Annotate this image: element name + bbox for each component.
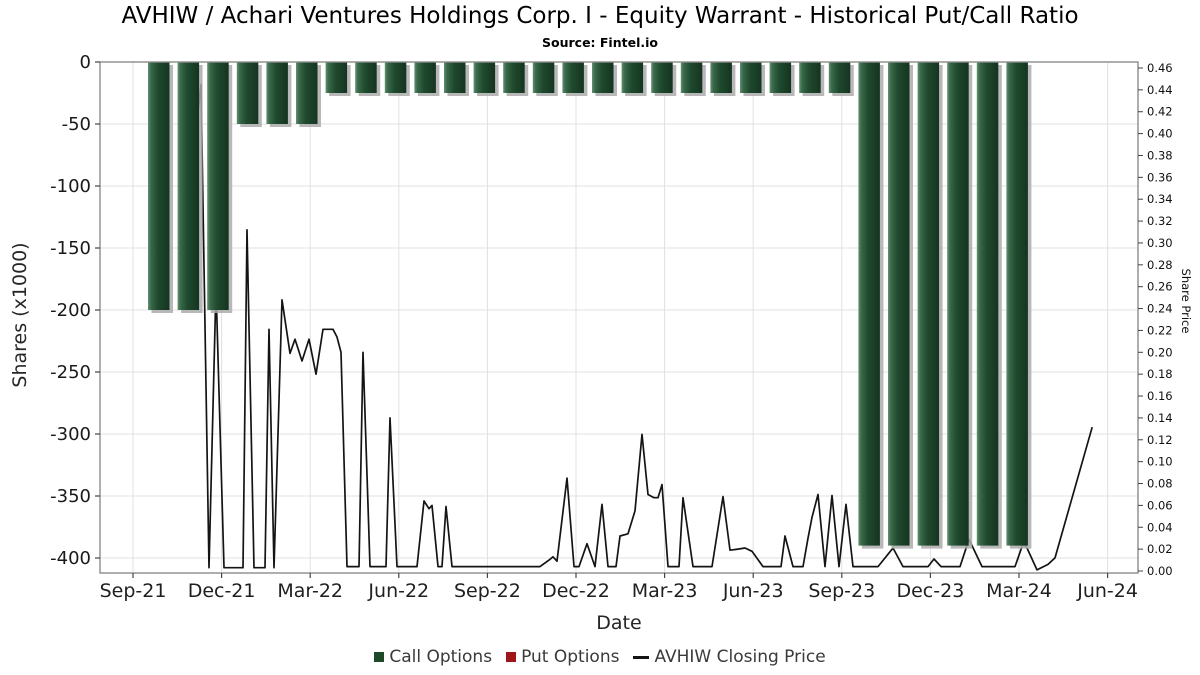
call-options-bar — [917, 62, 940, 546]
left-axis-tick-label: -50 — [62, 114, 91, 135]
right-axis-tick-label: 0.42 — [1147, 105, 1173, 119]
call-options-bar — [177, 62, 200, 310]
call-options-bar — [1006, 62, 1028, 546]
closing-price-line — [191, 83, 1093, 571]
right-axis-tick-label: 0.04 — [1147, 520, 1173, 534]
right-axis-tick-label: 0.26 — [1147, 280, 1173, 294]
left-axis-tick-label: -350 — [50, 486, 91, 507]
right-axis-tick-label: 0.12 — [1147, 433, 1173, 447]
call-options-bar — [651, 62, 673, 93]
right-axis-tick-label: 0.20 — [1147, 345, 1173, 359]
legend-square-swatch-icon — [506, 652, 517, 662]
left-axis-tick-label: -300 — [50, 424, 91, 445]
call-options-bar — [296, 62, 318, 124]
page-title: AVHIW / Achari Ventures Holdings Corp. I… — [121, 3, 1079, 29]
right-axis-tick-label: 0.40 — [1147, 127, 1173, 141]
call-options-bar — [769, 62, 792, 93]
call-options-bar — [592, 62, 614, 93]
call-options-bar — [532, 62, 555, 93]
left-axis-tick-label: -200 — [50, 300, 91, 321]
call-options-bar — [384, 62, 407, 93]
call-options-bar — [266, 62, 288, 124]
chart-source-subtitle: Source: Fintel.io — [542, 35, 658, 50]
right-axis-tick-label: 0.30 — [1147, 236, 1173, 250]
x-axis-tick-label: Jun-23 — [722, 580, 784, 602]
legend-item-put-options: Put Options — [506, 647, 619, 667]
left-axis-tick-label: -400 — [50, 548, 91, 569]
legend-label: Put Options — [521, 647, 620, 667]
call-options-bar — [828, 62, 851, 93]
plot-frame — [99, 61, 1139, 574]
left-axis-tick-label: -150 — [50, 238, 91, 259]
right-axis-title: Share Price — [1179, 269, 1193, 334]
x-axis-tick-label: Sep-21 — [100, 580, 167, 602]
legend-item-avhiw-closing-price: AVHIW Closing Price — [633, 647, 826, 667]
call-options-bar — [740, 62, 762, 93]
right-axis-tick-label: 0.22 — [1147, 323, 1173, 337]
right-axis-tick-label: 0.14 — [1147, 411, 1173, 425]
call-options-bar — [325, 62, 348, 93]
right-axis-tick-label: 0.00 — [1147, 564, 1173, 578]
right-axis-tick-label: 0.06 — [1147, 498, 1173, 512]
right-axis-tick-label: 0.08 — [1147, 477, 1173, 491]
call-options-bar — [621, 62, 644, 93]
right-axis-tick-label: 0.16 — [1147, 389, 1173, 403]
right-axis-tick-label: 0.46 — [1147, 61, 1173, 75]
call-options-bar — [444, 62, 466, 93]
left-axis-title: Shares (x1000) — [9, 242, 31, 387]
x-axis-title: Date — [596, 612, 641, 634]
x-axis-tick-label: Mar-24 — [986, 580, 1052, 602]
x-axis-tick-label: Jun-24 — [1076, 580, 1138, 602]
call-options-bar — [562, 62, 584, 93]
legend-square-swatch-icon — [374, 652, 385, 662]
call-options-bar — [888, 62, 910, 546]
call-options-bar — [148, 62, 170, 310]
right-axis-tick-label: 0.44 — [1147, 83, 1173, 97]
call-options-bar — [858, 62, 880, 546]
legend-item-call-options: Call Options — [374, 647, 492, 667]
call-options-bar — [236, 62, 259, 124]
left-axis-tick-label: 0 — [80, 52, 91, 73]
right-axis-tick-label: 0.28 — [1147, 258, 1173, 272]
call-options-bar — [976, 62, 999, 546]
right-axis-tick-label: 0.36 — [1147, 170, 1173, 184]
right-axis-tick-label: 0.38 — [1147, 148, 1173, 162]
x-axis-tick-label: Mar-23 — [632, 580, 698, 602]
legend-line-swatch-icon — [633, 655, 650, 659]
x-axis-tick-label: Mar-22 — [277, 580, 343, 602]
call-options-bar — [947, 62, 969, 546]
x-axis-tick-label: Sep-22 — [454, 580, 521, 602]
call-options-bar — [680, 62, 703, 93]
call-options-bar — [473, 62, 496, 93]
call-options-bar — [799, 62, 821, 93]
left-axis-tick-label: -250 — [50, 362, 91, 383]
right-axis-tick-label: 0.32 — [1147, 214, 1173, 228]
left-axis-tick-label: -100 — [50, 176, 91, 197]
call-options-bar — [414, 62, 436, 93]
right-axis-tick-label: 0.24 — [1147, 302, 1173, 316]
x-axis-tick-label: Dec-23 — [896, 580, 964, 602]
x-axis-tick-label: Dec-22 — [542, 580, 610, 602]
x-axis-tick-label: Jun-22 — [367, 580, 429, 602]
right-axis-tick-label: 0.18 — [1147, 367, 1173, 381]
right-axis-tick-label: 0.02 — [1147, 542, 1173, 556]
legend: Call Options Put Options AVHIW Closing Pri… — [0, 647, 1200, 667]
call-options-bar — [355, 62, 377, 93]
legend-label: AVHIW Closing Price — [654, 647, 826, 667]
call-options-bar — [710, 62, 732, 93]
x-axis-tick-label: Sep-23 — [808, 580, 875, 602]
call-options-bar — [503, 62, 525, 93]
right-axis-tick-label: 0.34 — [1147, 192, 1173, 206]
right-axis-tick-label: 0.10 — [1147, 455, 1173, 469]
call-options-bar — [207, 62, 229, 310]
legend-label: Call Options — [389, 647, 493, 667]
x-axis-tick-label: Dec-21 — [188, 580, 256, 602]
